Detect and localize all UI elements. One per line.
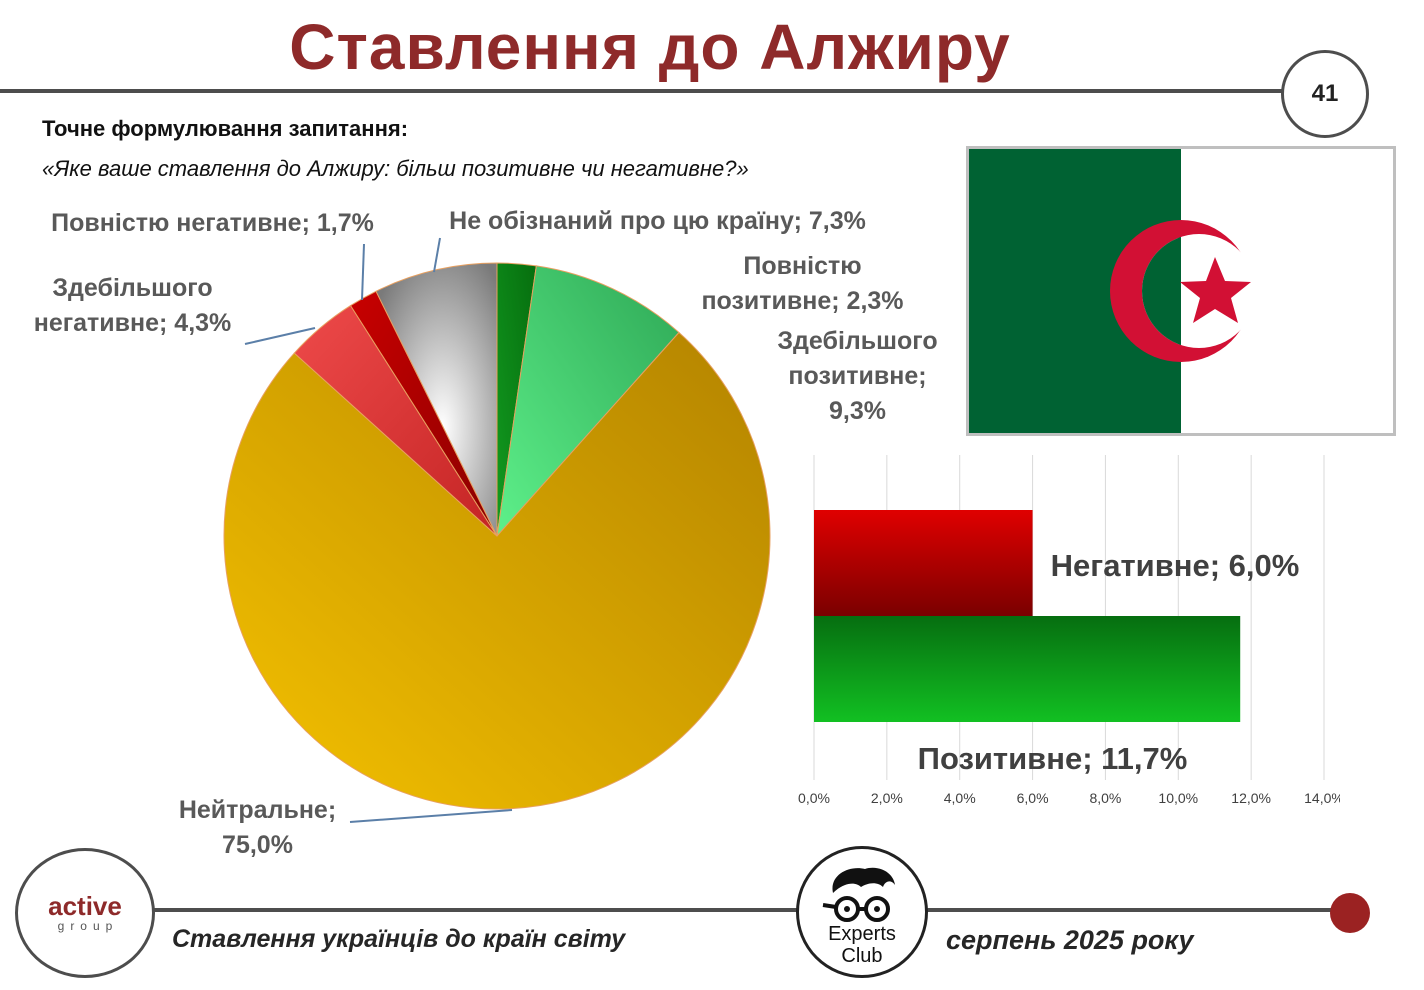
question-heading: Точне формулювання запитання: (42, 116, 409, 141)
pie-label-mostly-negative: Здебільшого негативне; 4,3% (33, 274, 232, 337)
glasses-face-icon (822, 867, 895, 922)
bar-chart: 0,0% 2,0% 4,0% 6,0% 8,0% 10,0% 12,0% 14,0% (798, 455, 1340, 806)
pie-slice-neutral (223, 331, 771, 810)
pie-label-not-aware: Не обізнаний про цю країну; 7,3% (449, 207, 866, 235)
bar-negative (814, 510, 1033, 616)
pie-label-mostly-positive: Здебільшого позитивне; 9,3% (777, 327, 938, 425)
page-number: 41 (1281, 50, 1369, 138)
algeria-flag (966, 146, 1396, 436)
experts-word: Experts (828, 923, 896, 945)
club-word: Club (841, 945, 883, 967)
page-title: Ставлення до Алжиру (289, 11, 1011, 83)
bar-tick-label: 2,0% (871, 790, 903, 806)
pie-slice-mostly-positive (496, 265, 680, 538)
bar-tick-label: 14,0% (1304, 790, 1340, 806)
leader-line-mostly-negative (244, 327, 316, 345)
bar-tick-label: 10,0% (1158, 790, 1198, 806)
bar-tick-label: 4,0% (944, 790, 976, 806)
leader-line-not-aware (433, 237, 441, 273)
footer-date: серпень 2025 року (946, 925, 1194, 955)
bar-tick-label: 6,0% (1017, 790, 1049, 806)
pie-label-fully-positive: Повністю позитивне; 2,3% (701, 252, 904, 315)
bar-tick-label: 12,0% (1231, 790, 1271, 806)
leader-line-neutral (349, 809, 513, 823)
pie-chart (223, 237, 771, 823)
footer-divider (150, 908, 1340, 912)
footer-dot (1330, 893, 1370, 933)
bar-tick-label: 8,0% (1089, 790, 1121, 806)
bar-label-negative: Негативне; 6,0% (1050, 548, 1300, 583)
leader-line-fully-negative (361, 243, 365, 301)
logo-word: active (48, 891, 122, 921)
bar-tick-label: 0,0% (798, 790, 830, 806)
question-text: «Яке ваше ставлення до Алжиру: більш поз… (42, 156, 749, 181)
experts-club-logo: Experts Club (796, 846, 928, 978)
bar-positive (814, 616, 1241, 722)
bar-label-positive: Позитивне; 11,7% (917, 741, 1188, 776)
logo-subword: group (57, 919, 119, 933)
pie-label-fully-negative: Повністю негативне; 1,7% (51, 209, 374, 237)
active-group-logo: active group (15, 848, 155, 978)
footer-report-title: Ставлення українців до країн світу (172, 925, 626, 953)
flag-star-icon (1180, 257, 1251, 323)
header-divider (0, 89, 1290, 93)
pie-label-neutral: Нейтральне; 75,0% (178, 796, 337, 859)
